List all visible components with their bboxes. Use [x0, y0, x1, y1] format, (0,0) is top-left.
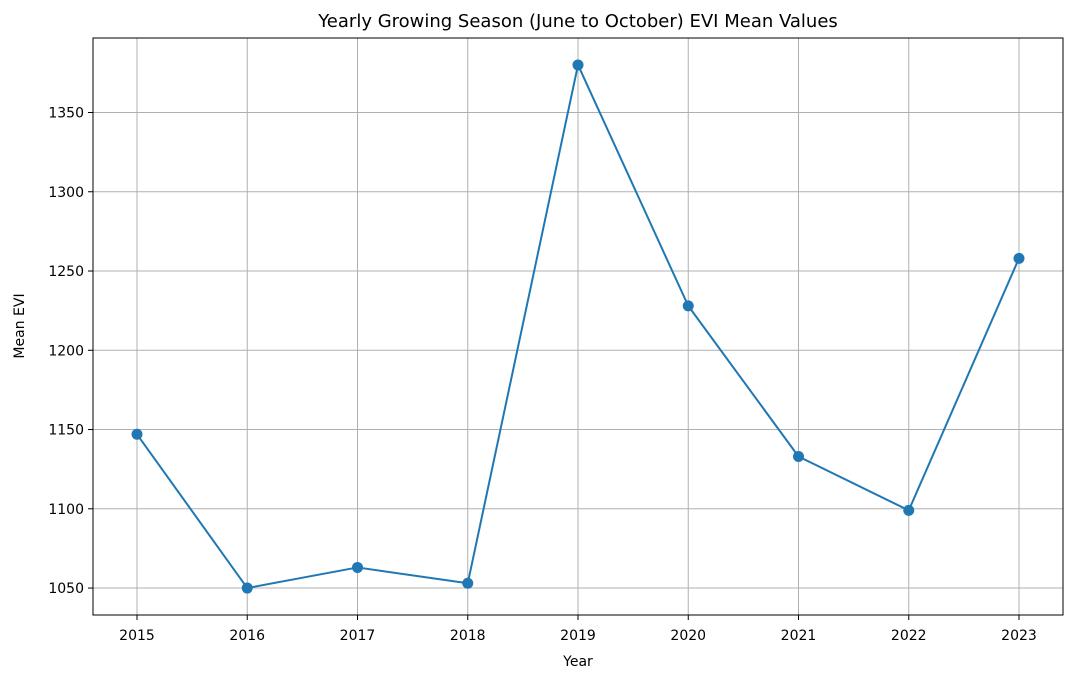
y-tick-label: 1200 — [48, 343, 84, 359]
data-point — [682, 300, 694, 312]
data-point — [131, 428, 143, 440]
series-layer — [131, 59, 1025, 594]
x-tick-label: 2023 — [1001, 628, 1037, 644]
axis-ticks: 2015 2016 2017 2018 2019 2020 2021 2022 2023 1050… — [48, 106, 1036, 644]
data-point — [793, 450, 804, 462]
data-point — [352, 561, 363, 573]
data-point — [1013, 252, 1025, 264]
y-tick-label: 1150 — [48, 423, 84, 439]
x-tick-label: 2020 — [670, 628, 706, 644]
data-point — [462, 577, 474, 589]
y-tick-label: 1250 — [48, 264, 84, 280]
plot-frame — [92, 37, 1064, 616]
data-point — [572, 59, 584, 71]
y-axis-label: Mean EVI — [12, 293, 28, 358]
x-tick-label: 2017 — [340, 628, 376, 644]
chart-title: Yearly Growing Season (June to October) … — [317, 11, 838, 32]
data-point — [903, 504, 915, 516]
grid — [93, 38, 1063, 615]
data-point — [241, 582, 253, 594]
x-tick-label: 2015 — [119, 628, 155, 644]
y-tick-label: 1100 — [48, 502, 84, 518]
x-axis-label: Year — [562, 654, 593, 670]
x-tick-label: 2016 — [229, 628, 265, 644]
x-tick-label: 2018 — [450, 628, 486, 644]
x-tick-label: 2019 — [560, 628, 596, 644]
x-tick-label: 2022 — [891, 628, 927, 644]
y-tick-label: 1350 — [48, 106, 84, 122]
y-tick-label: 1300 — [48, 185, 84, 201]
y-tick-label: 1050 — [48, 581, 84, 597]
x-tick-label: 2021 — [781, 628, 817, 644]
